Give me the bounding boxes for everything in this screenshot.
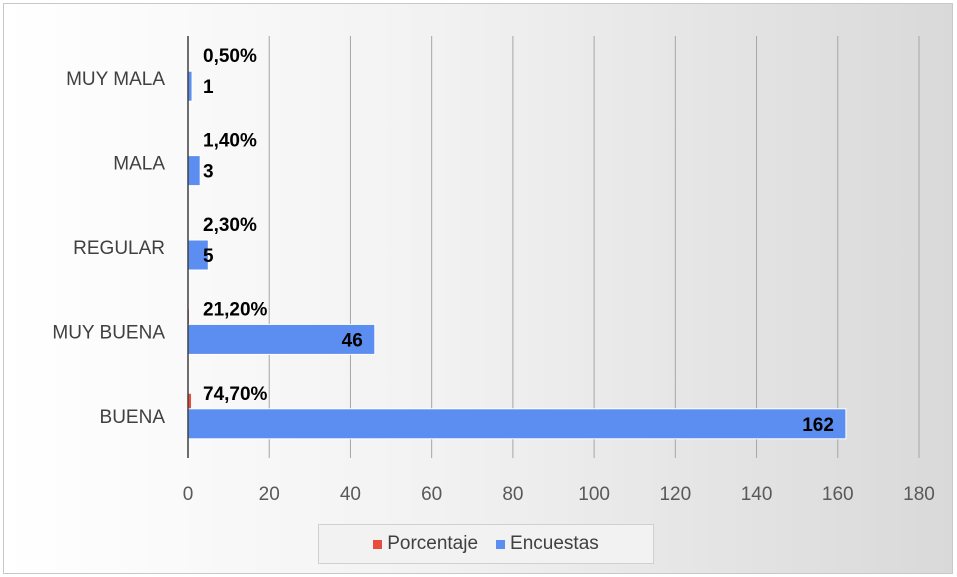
x-tick-label: 160: [822, 484, 854, 505]
data-label-encuestas: 3: [203, 162, 214, 183]
data-label-encuestas: 5: [203, 246, 214, 267]
data-label-porcentaje: 1,40%: [203, 131, 257, 152]
data-label-porcentaje: 74,70%: [203, 384, 268, 405]
x-tick-label: 120: [659, 484, 691, 505]
data-label-porcentaje: 21,20%: [203, 299, 268, 320]
x-tick-label: 60: [421, 484, 442, 505]
x-tick-label: 20: [259, 484, 280, 505]
legend-swatch-encuestas: [496, 539, 506, 549]
data-label-encuestas: 162: [802, 415, 834, 436]
x-tick-label: 140: [741, 484, 773, 505]
x-tick-label: 80: [502, 484, 523, 505]
legend-item-encuestas: Encuestas: [496, 533, 599, 555]
category-label: REGULAR: [73, 238, 165, 259]
x-tick-labels: 0 20 40 60 80 100 120 140 160 180: [183, 484, 935, 505]
category-label: BUENA: [100, 407, 166, 428]
data-label-encuestas: 46: [342, 330, 363, 351]
data-labels: 74,70% 162 21,20% 46 2,30% 5 1,40% 3 0,50% 1: [203, 46, 834, 436]
x-tick-label: 0: [183, 484, 194, 505]
data-label-encuestas: 1: [203, 77, 214, 98]
legend-label-porcentaje: Porcentaje: [387, 533, 479, 554]
legend-item-porcentaje: Porcentaje: [373, 533, 478, 555]
category-label: MUY MALA: [66, 69, 165, 90]
chart-area: [3, 3, 953, 574]
bar-encuestas: [187, 323, 376, 355]
category-labels: BUENA MUY BUENA REGULAR MALA MUY MALA: [52, 69, 165, 428]
legend: Porcentaje Encuestas: [318, 524, 654, 564]
bar-encuestas: [187, 408, 847, 440]
x-tick-label: 100: [578, 484, 610, 505]
data-label-porcentaje: 0,50%: [203, 46, 257, 67]
gridlines: [268, 36, 920, 458]
category-label: MUY BUENA: [52, 322, 165, 343]
category-label: MALA: [113, 154, 165, 175]
bars: [187, 56, 847, 440]
legend-label-encuestas: Encuestas: [510, 533, 599, 554]
x-tick-label: 40: [340, 484, 361, 505]
bar-encuestas: [187, 155, 201, 187]
legend-swatch-porcentaje: [373, 539, 383, 549]
x-tick-label: 180: [903, 484, 935, 505]
data-label-porcentaje: 2,30%: [203, 215, 257, 236]
